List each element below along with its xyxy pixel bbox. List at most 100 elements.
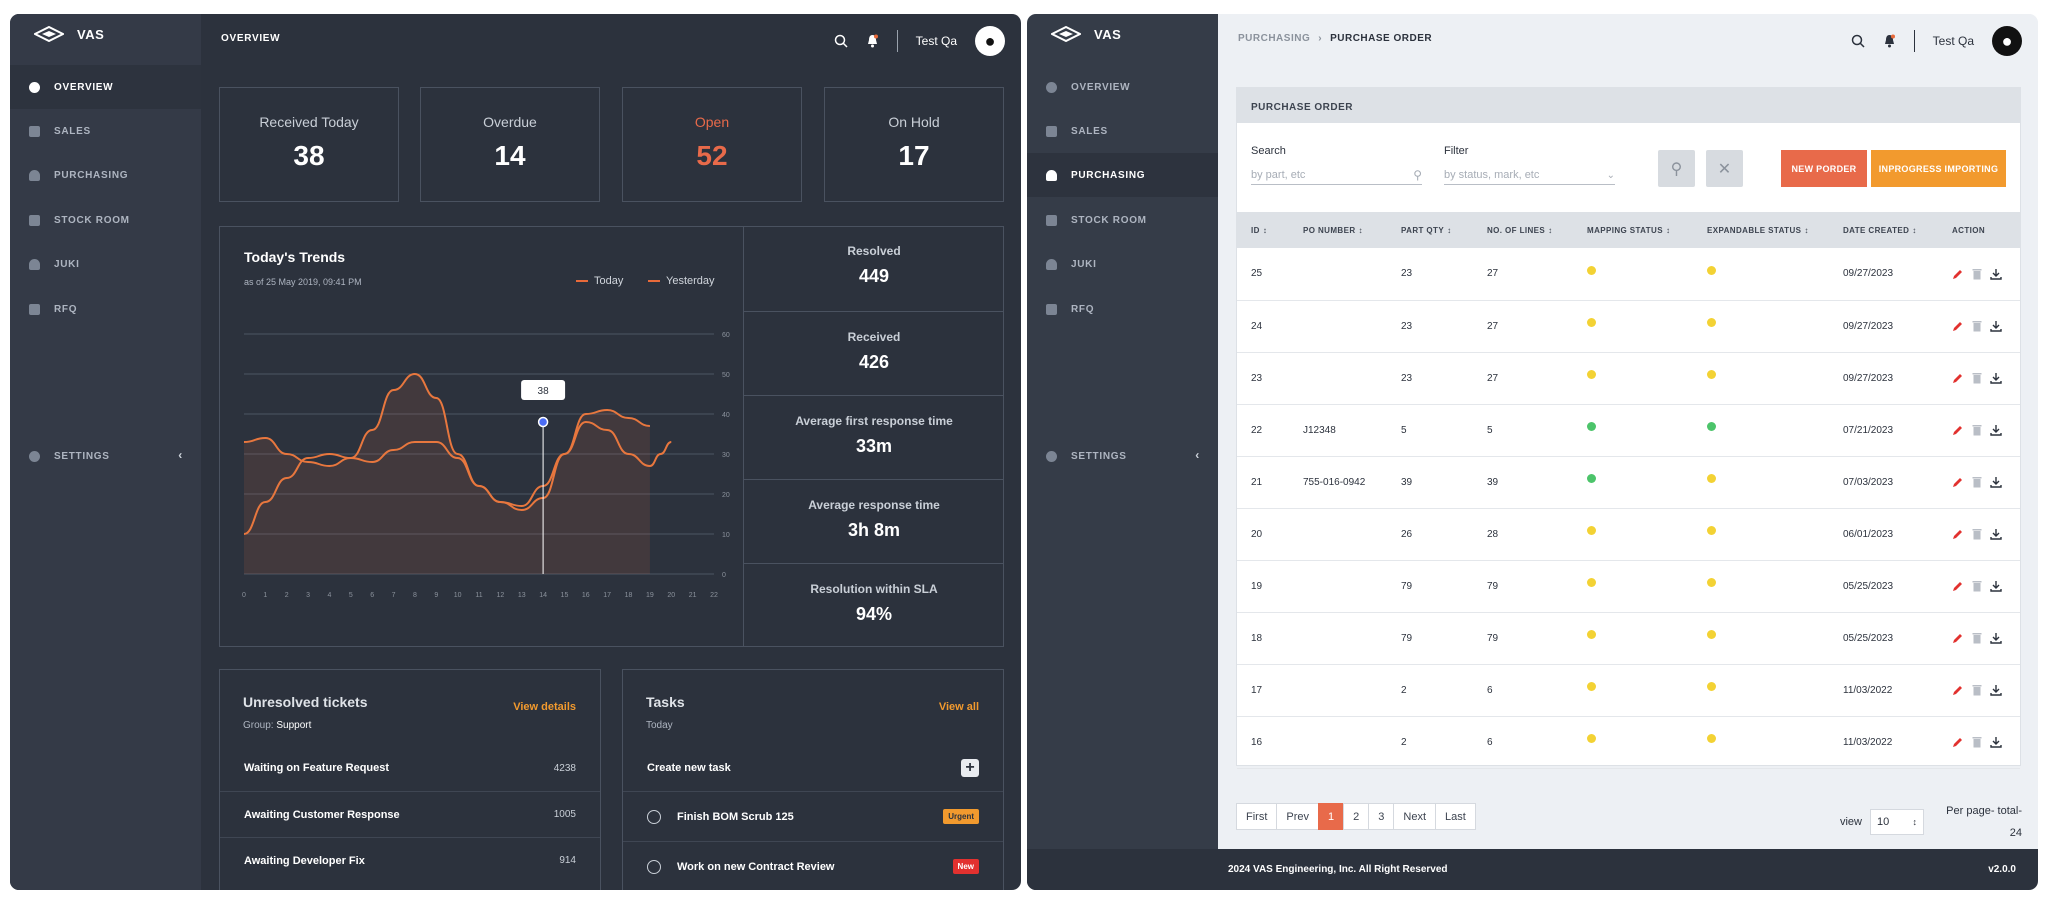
sidebar-item-overview[interactable]: OVERVIEW bbox=[1027, 65, 1218, 109]
column-header-no-of-lines[interactable]: NO. OF LINES ↕ bbox=[1473, 212, 1573, 248]
sidebar-item-purchasing[interactable]: PURCHASING bbox=[1027, 153, 1218, 197]
kpi-open[interactable]: Open 52 bbox=[622, 87, 802, 202]
view-details-link[interactable]: View details bbox=[513, 701, 576, 713]
kpi-received-today[interactable]: Received Today 38 bbox=[219, 87, 399, 202]
page-2-button[interactable]: 2 bbox=[1343, 803, 1370, 830]
search-input[interactable]: by part, etc ⚲ bbox=[1251, 166, 1422, 185]
download-icon[interactable] bbox=[1990, 372, 2002, 384]
sidebar-item-sales[interactable]: SALES bbox=[1027, 109, 1218, 153]
list-item[interactable]: Waiting on Feature Request 4238 bbox=[220, 745, 600, 791]
collapse-sidebar-icon[interactable]: ‹ bbox=[1195, 448, 1200, 462]
table-row[interactable]: 17 2 6 11/03/2022 bbox=[1237, 664, 2020, 716]
per-page-select[interactable]: 10 ↕ bbox=[1870, 809, 1924, 835]
download-icon[interactable] bbox=[1990, 632, 2002, 644]
column-header-expandable-status[interactable]: EXPANDABLE STATUS ↕ bbox=[1693, 212, 1829, 248]
column-header-id[interactable]: ID ↕ bbox=[1237, 212, 1289, 248]
delete-icon[interactable] bbox=[1972, 320, 1982, 332]
task-item[interactable]: Finish BOM Scrub 125 Urgent bbox=[623, 791, 1003, 841]
list-item[interactable]: Awaiting Customer Response 1005 bbox=[220, 791, 600, 837]
edit-icon[interactable] bbox=[1952, 684, 1964, 696]
table-row[interactable]: 22 J12348 5 5 07/21/2023 bbox=[1237, 404, 2020, 456]
kpi-on-hold[interactable]: On Hold 17 bbox=[824, 87, 1004, 202]
sidebar-item-rfq[interactable]: RFQ bbox=[1027, 287, 1218, 331]
create-task-row[interactable]: Create new task + bbox=[623, 745, 1003, 791]
column-header-part-qty[interactable]: PART QTY ↕ bbox=[1387, 212, 1473, 248]
notification-bell-icon[interactable] bbox=[1883, 34, 1896, 48]
delete-icon[interactable] bbox=[1972, 268, 1982, 280]
table-row[interactable]: 20 26 28 06/01/2023 bbox=[1237, 508, 2020, 560]
download-icon[interactable] bbox=[1990, 580, 2002, 592]
collapse-sidebar-icon[interactable]: ‹ bbox=[178, 448, 183, 462]
download-icon[interactable] bbox=[1990, 268, 2002, 280]
delete-icon[interactable] bbox=[1972, 476, 1982, 488]
page-1-button[interactable]: 1 bbox=[1318, 803, 1345, 830]
table-row[interactable]: 24 23 27 09/27/2023 bbox=[1237, 300, 2020, 352]
column-header-po-number[interactable]: PO NUMBER ↕ bbox=[1289, 212, 1387, 248]
new-porder-button[interactable]: NEW PORDER bbox=[1781, 150, 1867, 187]
table-row[interactable]: 19 79 79 05/25/2023 bbox=[1237, 560, 2020, 612]
edit-icon[interactable] bbox=[1952, 320, 1964, 332]
edit-icon[interactable] bbox=[1952, 580, 1964, 592]
edit-icon[interactable] bbox=[1952, 476, 1964, 488]
task-checkbox[interactable] bbox=[647, 859, 661, 874]
edit-icon[interactable] bbox=[1952, 268, 1964, 280]
sidebar-item-rfq[interactable]: RFQ bbox=[10, 287, 201, 331]
task-checkbox[interactable] bbox=[647, 809, 661, 824]
table-row[interactable]: 23 23 27 09/27/2023 bbox=[1237, 352, 2020, 404]
table-row[interactable]: 18 79 79 05/25/2023 bbox=[1237, 612, 2020, 664]
task-item[interactable]: Work on new Contract Review New bbox=[623, 841, 1003, 890]
delete-icon[interactable] bbox=[1972, 580, 1982, 592]
table-row[interactable]: 21 755-016-0942 39 39 07/03/2023 bbox=[1237, 456, 2020, 508]
notification-bell-icon[interactable] bbox=[866, 34, 879, 48]
edit-icon[interactable] bbox=[1952, 424, 1964, 436]
sidebar-item-settings[interactable]: SETTINGS ‹ bbox=[1027, 434, 1218, 478]
delete-icon[interactable] bbox=[1972, 632, 1982, 644]
search-icon[interactable] bbox=[1851, 34, 1865, 48]
sidebar-item-purchasing[interactable]: PURCHASING bbox=[10, 153, 201, 197]
download-icon[interactable] bbox=[1990, 684, 2002, 696]
avatar[interactable]: ● bbox=[975, 26, 1005, 56]
clear-filter-button[interactable]: ✕ bbox=[1706, 150, 1743, 187]
edit-icon[interactable] bbox=[1952, 632, 1964, 644]
app-logo[interactable]: VAS bbox=[1051, 26, 1121, 42]
delete-icon[interactable] bbox=[1972, 736, 1982, 748]
search-icon[interactable] bbox=[834, 34, 848, 48]
breadcrumb-parent[interactable]: PURCHASING bbox=[1238, 33, 1311, 44]
download-icon[interactable] bbox=[1990, 424, 2002, 436]
table-row[interactable]: 16 2 6 11/03/2022 bbox=[1237, 716, 2020, 768]
kpi-overdue[interactable]: Overdue 14 bbox=[420, 87, 600, 202]
last-page-button[interactable]: Last bbox=[1435, 803, 1476, 830]
edit-icon[interactable] bbox=[1952, 736, 1964, 748]
download-icon[interactable] bbox=[1990, 528, 2002, 540]
download-icon[interactable] bbox=[1990, 320, 2002, 332]
user-name[interactable]: Test Qa bbox=[1932, 34, 1974, 48]
page-3-button[interactable]: 3 bbox=[1368, 803, 1395, 830]
sidebar-item-sales[interactable]: SALES bbox=[10, 109, 201, 153]
inprogress-importing-button[interactable]: INPROGRESS IMPORTING bbox=[1871, 150, 2006, 187]
sidebar-item-juki[interactable]: JUKI bbox=[1027, 242, 1218, 286]
sidebar-item-overview[interactable]: OVERVIEW bbox=[10, 65, 201, 109]
avatar[interactable]: ● bbox=[1992, 26, 2022, 56]
user-name[interactable]: Test Qa bbox=[915, 34, 957, 48]
next-page-button[interactable]: Next bbox=[1393, 803, 1437, 830]
view-all-link[interactable]: View all bbox=[938, 701, 979, 713]
column-header-mapping-status[interactable]: MAPPING STATUS ↕ bbox=[1573, 212, 1693, 248]
sidebar-item-juki[interactable]: JUKI bbox=[10, 242, 201, 286]
first-page-button[interactable]: First bbox=[1236, 803, 1278, 830]
list-item[interactable]: Awaiting Developer Fix 914 bbox=[220, 837, 600, 883]
search-button[interactable]: ⚲ bbox=[1658, 150, 1695, 187]
filter-select[interactable]: by status, mark, etc ⌄ bbox=[1444, 166, 1615, 185]
sidebar-item-settings[interactable]: SETTINGS ‹ bbox=[10, 434, 201, 478]
download-icon[interactable] bbox=[1990, 476, 2002, 488]
app-logo[interactable]: VAS bbox=[34, 26, 104, 42]
edit-icon[interactable] bbox=[1952, 372, 1964, 384]
plus-icon[interactable]: + bbox=[961, 759, 979, 777]
delete-icon[interactable] bbox=[1972, 424, 1982, 436]
download-icon[interactable] bbox=[1990, 736, 2002, 748]
delete-icon[interactable] bbox=[1972, 372, 1982, 384]
table-row[interactable]: 25 23 27 09/27/2023 bbox=[1237, 248, 2020, 300]
sidebar-item-stock-room[interactable]: STOCK ROOM bbox=[1027, 198, 1218, 242]
delete-icon[interactable] bbox=[1972, 528, 1982, 540]
delete-icon[interactable] bbox=[1972, 684, 1982, 696]
edit-icon[interactable] bbox=[1952, 528, 1964, 540]
